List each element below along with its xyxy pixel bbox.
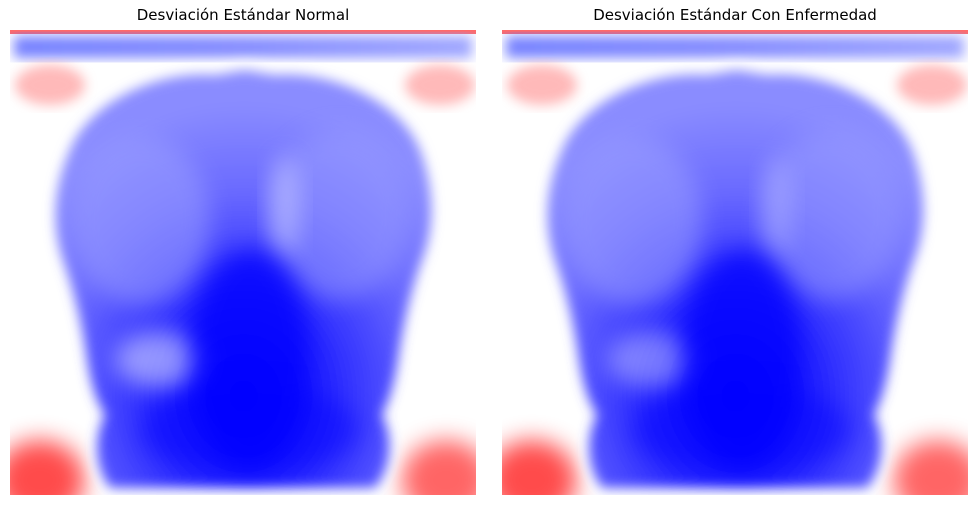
heat-region (140, 385, 360, 475)
heatmap-panel-disease: Desviación Estándar Con Enfermedad (502, 0, 968, 506)
heat-region (632, 385, 852, 475)
heat-region (15, 65, 85, 105)
heat-region (401, 440, 476, 495)
heat-region (893, 440, 968, 495)
heat-region (507, 65, 577, 105)
heat-region (502, 440, 577, 495)
heat-region (271, 155, 299, 255)
heat-region (14, 36, 472, 58)
heat-region (70, 135, 210, 305)
chart-title: Desviación Estándar Con Enfermedad (593, 6, 877, 24)
heat-region (115, 332, 205, 388)
heatmap-image (10, 30, 476, 495)
heat-region (270, 130, 410, 300)
chart-title: Desviación Estándar Normal (136, 6, 350, 24)
heat-region (502, 30, 968, 34)
heat-region (405, 65, 475, 105)
heat-region (506, 36, 964, 58)
heatmap-panel-normal: Desviación Estándar Normal (10, 0, 476, 506)
heat-region (10, 440, 85, 495)
heat-region (762, 130, 902, 300)
heat-region (763, 155, 791, 255)
heat-region (607, 332, 697, 388)
heatmap-image (502, 30, 968, 495)
heat-region (897, 65, 967, 105)
heat-region (10, 30, 476, 34)
heat-region (562, 135, 702, 305)
